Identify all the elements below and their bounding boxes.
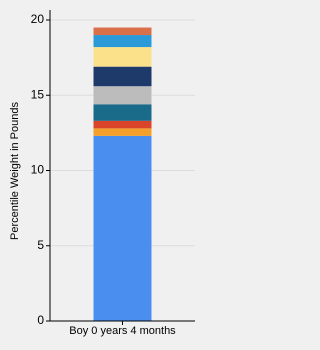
bar-segment [93,128,152,136]
chart: Percentile Weight in Pounds 0 5 10 15 20 Boy … [8,10,195,337]
x-tick-label: Boy 0 years 4 months [69,325,176,337]
bar-segment [93,135,152,321]
bar-segment [93,120,152,129]
bar-segment [93,47,152,67]
y-tick-label: 10 [31,163,45,177]
bar-segment [93,27,152,36]
y-tick-label: 0 [37,313,44,327]
bar-segment [93,66,152,87]
y-tick-label: 20 [31,12,45,26]
y-tick-label: 15 [31,87,45,101]
y-axis-label: Percentile Weight in Pounds [9,102,21,240]
bar-segment [93,35,152,48]
bar-segment [93,86,152,105]
y-tick-label: 5 [37,238,44,252]
bar-segment [93,104,152,121]
